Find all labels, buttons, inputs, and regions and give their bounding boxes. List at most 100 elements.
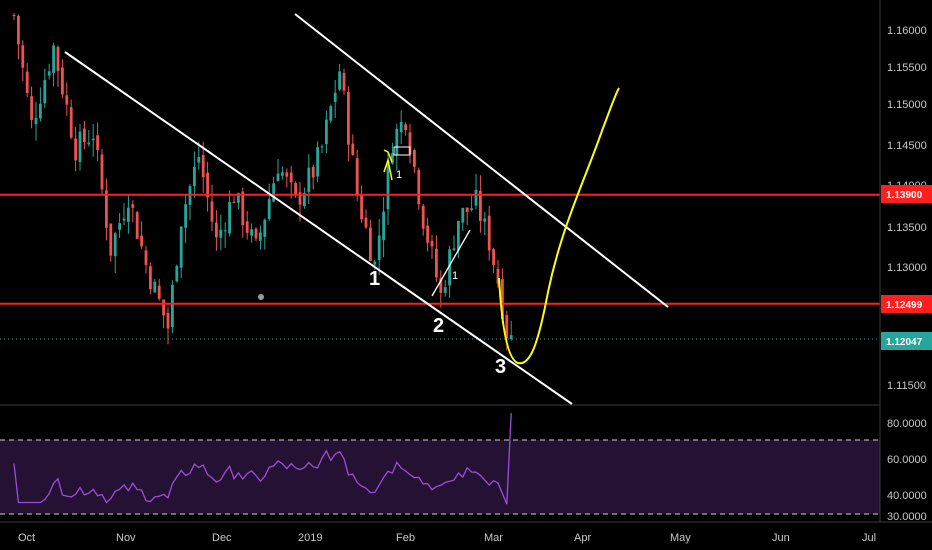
candle[interactable] — [435, 248, 438, 278]
candle[interactable] — [215, 222, 218, 238]
candle[interactable] — [285, 172, 289, 177]
candle[interactable] — [237, 193, 240, 203]
candle[interactable] — [311, 166, 315, 178]
candle[interactable] — [223, 230, 227, 232]
candle[interactable] — [496, 268, 500, 284]
candle[interactable] — [30, 96, 33, 120]
candle[interactable] — [325, 119, 328, 145]
candle[interactable] — [281, 172, 284, 176]
candle[interactable] — [74, 138, 77, 161]
candle[interactable] — [171, 284, 174, 328]
candle[interactable] — [118, 223, 121, 230]
candle[interactable] — [232, 201, 236, 203]
candle[interactable] — [289, 172, 293, 183]
candle[interactable] — [377, 235, 381, 260]
candle[interactable] — [483, 218, 487, 222]
candle[interactable] — [65, 95, 69, 105]
candle[interactable] — [135, 212, 139, 239]
last-price-badge[interactable] — [881, 332, 932, 350]
candle[interactable] — [166, 313, 170, 329]
candle[interactable] — [210, 201, 214, 222]
candle[interactable] — [122, 218, 126, 221]
candle[interactable] — [162, 299, 165, 316]
candle[interactable] — [56, 46, 60, 72]
candle[interactable] — [241, 191, 245, 226]
candle[interactable] — [329, 106, 333, 121]
candle[interactable] — [492, 249, 495, 266]
candle[interactable] — [364, 217, 368, 228]
candle[interactable] — [206, 172, 209, 198]
candle[interactable] — [78, 131, 82, 162]
candle[interactable] — [448, 249, 451, 286]
candle[interactable] — [245, 221, 249, 233]
candle[interactable] — [39, 103, 42, 119]
candle[interactable] — [298, 192, 302, 205]
candle[interactable] — [399, 122, 403, 133]
candle[interactable] — [127, 207, 130, 222]
candle[interactable] — [144, 250, 148, 265]
candle[interactable] — [355, 158, 359, 196]
candle[interactable] — [382, 211, 385, 241]
candle[interactable] — [91, 138, 95, 141]
candle[interactable] — [509, 335, 513, 340]
candle[interactable] — [254, 228, 258, 239]
price-axis[interactable]: 1.16000 1.15500 1.15000 1.14500 1.14000 … — [879, 0, 932, 405]
candle[interactable] — [373, 261, 377, 265]
candle[interactable] — [426, 225, 429, 243]
candle[interactable] — [228, 202, 231, 234]
candle[interactable] — [12, 15, 16, 17]
candle[interactable] — [113, 233, 117, 257]
candle[interactable] — [131, 204, 135, 208]
candle[interactable] — [303, 193, 306, 207]
candle[interactable] — [487, 215, 491, 251]
candle[interactable] — [87, 142, 91, 145]
candle[interactable] — [430, 241, 434, 247]
candle[interactable] — [395, 128, 399, 155]
candle[interactable] — [413, 150, 416, 167]
candle[interactable] — [294, 183, 297, 195]
candle[interactable] — [250, 229, 253, 236]
candle[interactable] — [47, 71, 51, 76]
rsi-pane[interactable]: 80.0000 60.0000 40.0000 30.0000 — [0, 405, 927, 523]
candle[interactable] — [193, 166, 196, 187]
candle[interactable] — [351, 143, 355, 155]
projection-curve[interactable] — [498, 87, 620, 365]
candle[interactable] — [408, 132, 412, 155]
candle[interactable] — [338, 71, 341, 90]
upper-trendline[interactable] — [294, 13, 669, 308]
candle[interactable] — [505, 315, 509, 339]
candle[interactable] — [333, 92, 337, 103]
candle[interactable] — [184, 204, 187, 228]
candle[interactable] — [96, 135, 99, 150]
candle[interactable] — [457, 220, 460, 251]
candle[interactable] — [421, 205, 425, 229]
candle[interactable] — [369, 227, 372, 261]
candle[interactable] — [342, 72, 346, 91]
candle[interactable] — [461, 208, 465, 223]
candle[interactable] — [347, 92, 350, 145]
candle[interactable] — [69, 107, 73, 138]
candle[interactable] — [201, 155, 205, 178]
candle[interactable] — [386, 161, 390, 210]
candle[interactable] — [219, 229, 223, 238]
candle[interactable] — [479, 190, 482, 221]
candle[interactable] — [360, 195, 363, 220]
candle[interactable] — [149, 266, 152, 290]
candle[interactable] — [61, 67, 64, 95]
candle[interactable] — [272, 183, 275, 202]
candle[interactable] — [100, 154, 104, 190]
candle[interactable] — [17, 15, 20, 45]
candle[interactable] — [452, 248, 456, 250]
candle[interactable] — [267, 199, 271, 220]
candle[interactable] — [474, 189, 478, 206]
level-badge-1.12499[interactable] — [881, 295, 932, 313]
candle[interactable] — [179, 226, 183, 268]
candle[interactable] — [404, 124, 407, 131]
candle[interactable] — [34, 117, 38, 125]
lower-trendline[interactable] — [64, 51, 573, 405]
candle[interactable] — [276, 173, 280, 182]
rsi-line[interactable] — [13, 413, 512, 505]
candle[interactable] — [197, 156, 201, 163]
candle[interactable] — [43, 80, 47, 104]
